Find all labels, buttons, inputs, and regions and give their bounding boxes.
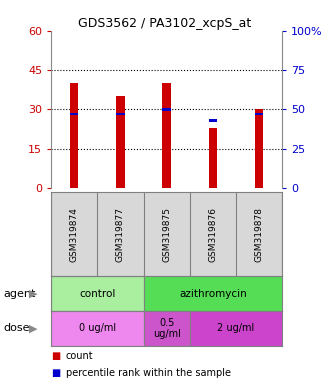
Text: ■: ■ [51,351,60,361]
Bar [255,109,263,188]
Bar [144,311,190,346]
Text: control: control [79,289,116,299]
Bar [116,113,125,116]
Text: azithromycin: azithromycin [179,289,247,299]
Text: GSM319878: GSM319878 [254,207,264,262]
Text: ■: ■ [51,368,60,378]
Bar [51,276,144,311]
Text: dose: dose [3,323,30,333]
Bar [209,128,217,188]
Bar [70,113,79,116]
Text: percentile rank within the sample: percentile rank within the sample [66,368,231,378]
Text: GSM319875: GSM319875 [162,207,171,262]
Text: count: count [66,351,94,361]
Bar [51,311,144,346]
Bar [190,311,282,346]
Text: ▶: ▶ [29,289,37,299]
Bar [116,96,125,188]
Bar [209,119,217,122]
Bar [162,83,171,188]
Text: GSM319876: GSM319876 [208,207,217,262]
Bar [255,113,263,116]
Bar [162,108,171,111]
Text: agent: agent [3,289,36,299]
Text: 2 ug/ml: 2 ug/ml [217,323,254,333]
Text: 0.5
ug/ml: 0.5 ug/ml [153,318,181,339]
Text: GSM319877: GSM319877 [116,207,125,262]
Text: ▶: ▶ [29,323,37,333]
Bar [70,83,79,188]
Text: GSM319874: GSM319874 [70,207,79,262]
Bar [144,276,282,311]
Text: 0 ug/ml: 0 ug/ml [79,323,116,333]
Text: GDS3562 / PA3102_xcpS_at: GDS3562 / PA3102_xcpS_at [79,17,251,30]
